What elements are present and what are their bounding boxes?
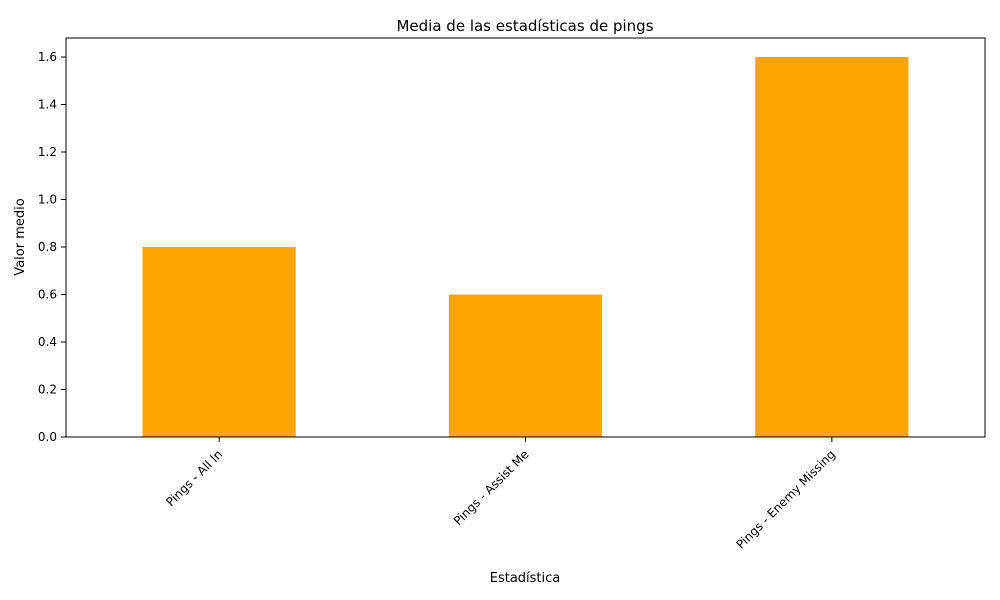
- y-axis-label: Valor medio: [13, 198, 28, 275]
- x-axis: Pings - All In Pings - Assist Me Pings - E…: [163, 437, 838, 552]
- x-tick-label: Pings - All In: [163, 447, 225, 509]
- x-tick-label: Pings - Enemy Missing: [734, 447, 838, 551]
- y-tick-label: 0.0: [38, 430, 57, 444]
- y-tick-label: 0.6: [38, 288, 57, 302]
- plot-frame: [65, 37, 986, 438]
- bar: [755, 57, 909, 437]
- y-tick-label: 1.4: [38, 98, 57, 112]
- y-tick-label: 1.6: [38, 50, 57, 64]
- y-tick-label: 1.0: [38, 193, 57, 207]
- y-tick-label: 1.2: [38, 145, 57, 159]
- bars-layer: [142, 57, 909, 437]
- x-axis-label: Estadística: [490, 571, 561, 586]
- chart-title: Media de las estadísticas de pings: [396, 17, 653, 35]
- y-tick-label: 0.8: [38, 240, 57, 254]
- y-tick-label: 0.2: [38, 383, 57, 397]
- bar: [448, 294, 603, 437]
- x-tick-label: Pings - Assist Me: [451, 447, 532, 528]
- y-tick-label: 0.4: [38, 335, 57, 349]
- bar: [142, 247, 296, 437]
- y-axis: 0.0 0.2 0.4 0.6 0.8 1.0 1.2 1.4 1.6: [38, 50, 66, 444]
